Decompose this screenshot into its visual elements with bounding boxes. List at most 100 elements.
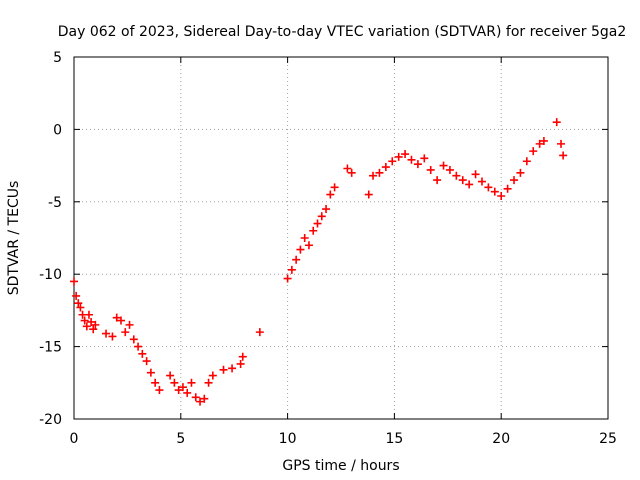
data-point	[471, 170, 480, 179]
data-point	[125, 320, 134, 329]
data-point	[413, 160, 422, 169]
data-point	[208, 371, 217, 380]
data-point	[166, 371, 175, 380]
data-point	[557, 139, 566, 148]
data-point	[183, 388, 192, 397]
data-point	[91, 320, 100, 329]
x-tick-label: 0	[70, 431, 79, 447]
data-point	[283, 274, 292, 283]
data-point	[439, 161, 448, 170]
data-points	[70, 118, 568, 406]
y-axis-label: SDTVAR / TECUs	[6, 181, 22, 296]
data-point	[134, 342, 143, 351]
data-point	[155, 386, 164, 395]
data-point	[121, 328, 130, 337]
data-point	[503, 184, 512, 193]
x-tick-label: 10	[279, 431, 297, 447]
data-point	[394, 152, 403, 161]
data-point	[102, 329, 111, 338]
x-tick-label: 5	[176, 431, 185, 447]
data-point	[529, 147, 538, 156]
y-tick-label: 0	[53, 122, 62, 138]
data-point	[219, 365, 228, 374]
data-point	[490, 187, 499, 196]
data-point	[191, 393, 200, 402]
data-point	[170, 378, 179, 387]
data-point	[228, 364, 237, 373]
grid	[74, 57, 608, 419]
data-point	[108, 332, 117, 341]
data-point	[309, 226, 318, 235]
data-point	[433, 176, 442, 185]
y-tick-label: -5	[48, 195, 62, 211]
data-point	[196, 397, 205, 406]
data-point	[401, 150, 410, 159]
data-point	[72, 291, 81, 300]
data-point	[204, 378, 213, 387]
y-tick-label: -10	[39, 267, 62, 283]
data-point	[80, 316, 89, 325]
data-point	[343, 164, 352, 173]
x-tick-label: 15	[385, 431, 403, 447]
data-point	[497, 192, 506, 201]
data-point	[326, 190, 335, 199]
data-point	[375, 168, 384, 177]
data-point	[174, 386, 183, 395]
data-point	[89, 325, 98, 334]
data-point	[142, 357, 151, 366]
data-point	[116, 316, 125, 325]
data-point	[510, 176, 519, 185]
x-tick-label: 25	[599, 431, 617, 447]
data-point	[70, 277, 78, 286]
ticks: 0 5 10 15 20 25 5 0 -5 -10 -15 -20	[39, 50, 617, 447]
data-point	[535, 139, 544, 148]
x-axis-label: GPS time / hours	[282, 458, 399, 474]
y-tick-label: -20	[39, 412, 62, 428]
data-point	[381, 163, 390, 172]
data-point	[477, 177, 486, 186]
data-point	[407, 155, 416, 164]
data-point	[369, 171, 378, 180]
data-point	[178, 383, 187, 392]
data-point	[317, 212, 326, 221]
data-point	[322, 205, 331, 214]
data-point	[292, 255, 301, 264]
data-point	[76, 303, 85, 312]
y-tick-label: 5	[53, 50, 62, 66]
data-point	[296, 245, 305, 254]
data-point	[458, 176, 467, 185]
data-point	[426, 165, 435, 174]
data-point	[200, 394, 209, 403]
data-point	[452, 171, 461, 180]
plot-frame	[73, 56, 609, 420]
data-point	[420, 154, 429, 163]
data-point	[300, 234, 309, 242]
data-point	[82, 322, 91, 331]
data-point	[87, 317, 96, 326]
data-point	[516, 168, 525, 177]
data-point	[522, 157, 531, 166]
data-point	[129, 335, 138, 344]
data-point	[146, 368, 155, 377]
data-point	[304, 241, 313, 250]
data-point	[364, 190, 373, 199]
data-point	[138, 349, 147, 358]
data-point	[330, 183, 339, 192]
data-point	[287, 265, 296, 274]
data-point	[388, 157, 397, 166]
data-point	[84, 310, 93, 319]
chart-title: Day 062 of 2023, Sidereal Day-to-day VTE…	[58, 24, 627, 40]
x-tick-label: 20	[492, 431, 510, 447]
data-point	[74, 299, 83, 308]
data-point	[187, 378, 196, 387]
data-point	[445, 165, 454, 174]
y-tick-label: -15	[39, 340, 62, 356]
data-point	[112, 313, 121, 322]
data-point	[539, 136, 548, 145]
data-point	[238, 352, 247, 361]
data-point	[255, 328, 264, 337]
data-point	[347, 168, 356, 177]
data-point	[236, 359, 245, 368]
